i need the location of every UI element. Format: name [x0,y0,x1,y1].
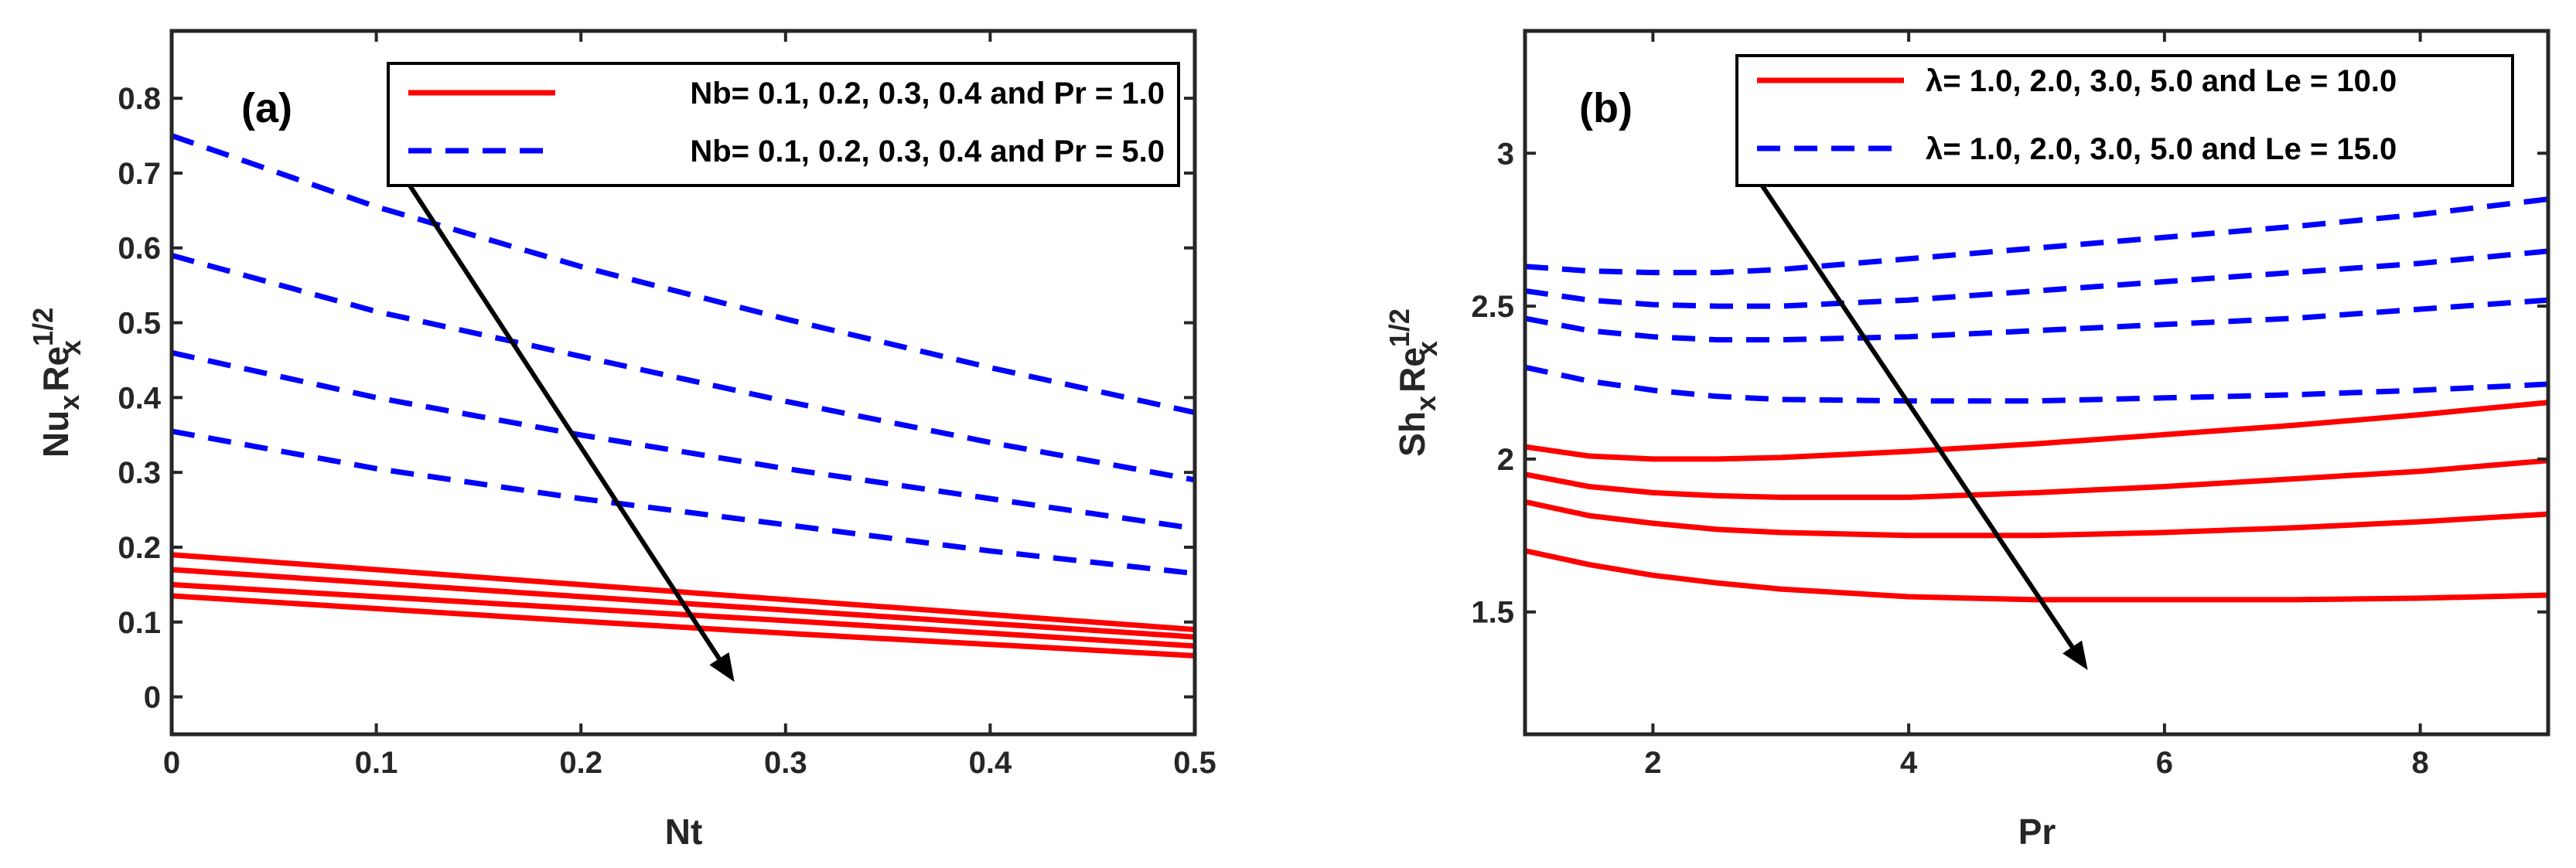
y-tick-label: 2 [1497,443,1514,477]
panel-a-ylabel-sup: 1/2 [27,308,59,346]
panel-b-ylabel: ShxRe1/2x [1384,308,1443,457]
series-line-4 [1525,364,2548,404]
panel-b-curves [1525,196,2548,603]
panel-a-ylabel-sub2: x [55,340,87,356]
panel-a-ylabel-main: Nu [36,410,76,458]
x-tick-label: 0.1 [355,746,398,780]
panel-b-axes-box [1523,29,2550,737]
x-tick-label: 0.5 [1173,746,1216,780]
panel-b-ylabel-mid: Re [1392,347,1432,393]
series-line-5 [1525,400,2548,462]
x-tick-label: 8 [2412,746,2429,780]
series-line-3 [172,349,1195,532]
y-tick-label: 0.3 [118,456,161,490]
series-line-1 [172,133,1195,416]
series-line-6 [1525,458,2548,500]
panel-a-ylabel-mid: Re [36,346,76,392]
x-tick-label: 0.2 [559,746,602,780]
x-tick-label: 0 [163,746,180,780]
y-tick-label: 0.2 [118,531,161,565]
panel-b-legend-box [1735,54,2514,187]
panel-b-xlabel: Pr [2018,812,2056,852]
panel-a-legend: Nb= 0.1, 0.2, 0.3, 0.4 and Pr = 1.0 Nb= … [387,62,1180,187]
panel-a-curves [172,133,1195,659]
arrow-head [709,652,735,682]
y-tick-label: 0.8 [118,82,161,116]
x-tick-label: 0.3 [764,746,807,780]
series-line-3 [1525,297,2548,343]
x-tick-label: 2 [1644,746,1661,780]
panel-a-ylabel: NuxRe1/2x [27,308,87,458]
series-line-7 [172,581,1195,649]
y-tick-label: 0.7 [118,157,161,191]
panel-a-arrow [394,164,735,682]
series-line-8 [1525,548,2548,603]
panel-b-legend-entry-1: λ= 1.0, 2.0, 3.0, 5.0 and Le = 10.0 [1926,64,2397,98]
panel-a-legend-entry-2: Nb= 0.1, 0.2, 0.3, 0.4 and Pr = 5.0 [690,134,1165,168]
panel-a-legend-box [387,62,1180,187]
panel-b-ylabel-sup: 1/2 [1384,308,1415,347]
panel-b-ylabel-main: Sh [1392,411,1432,457]
panel-b-ylabel-sub1: x [1410,396,1442,411]
panel-a-label: (a) [241,85,292,131]
panel-b-label: (b) [1579,85,1633,131]
y-tick-label: 0.4 [118,381,161,415]
panel-b-arrow [1740,155,2088,670]
panel-b: 2 4 6 8 1.5 2 2.5 3 (b) λ= 1.0, 2.0, 3.0, 5.0 a… [1384,29,2550,852]
series-line-5 [172,552,1195,632]
x-tick-label: 6 [2156,746,2173,780]
panel-a-axes-box [169,29,1197,737]
panel-a-legend-entry-1: Nb= 0.1, 0.2, 0.3, 0.4 and Pr = 1.0 [690,77,1165,111]
series-line-7 [1525,499,2548,539]
panel-a: 0 0.1 0.2 0.3 0.4 0.5 0 0.1 0.2 0.3 0.4 0.5 0.6 0.7 0.… [27,29,1216,852]
y-tick-label: 0.5 [118,307,161,341]
arrow-head [2063,640,2088,670]
panel-b-legend-entry-2: λ= 1.0, 2.0, 3.0, 5.0 and Le = 15.0 [1926,132,2397,166]
y-tick-label: 2.5 [1471,290,1514,324]
panel-b-legend: λ= 1.0, 2.0, 3.0, 5.0 and Le = 10.0 λ= 1… [1735,54,2514,187]
series-line-8 [172,593,1195,659]
x-tick-label: 0.4 [969,746,1012,780]
y-tick-label: 3 [1497,137,1514,171]
x-tick-label: 4 [1900,746,1918,780]
y-tick-label: 1.5 [1471,596,1514,630]
series-line-4 [172,428,1195,577]
panel-a-ticks: 0 0.1 0.2 0.3 0.4 0.5 0 0.1 0.2 0.3 0.4 0.5 0.6 0.7 0.… [118,31,1216,780]
panel-a-xlabel: Nt [665,812,703,852]
series-line-2 [1525,248,2548,309]
series-line-2 [172,253,1195,483]
y-tick-label: 0.6 [118,232,161,266]
y-tick-label: 0 [144,681,161,715]
panel-b-ylabel-sub2: x [1411,341,1443,356]
panel-a-ylabel-sub1: x [53,395,85,410]
arrow-shaft [394,164,722,660]
y-tick-label: 0.1 [118,606,161,640]
arrow-shaft [1740,155,2075,648]
series-line-1 [1525,196,2548,276]
